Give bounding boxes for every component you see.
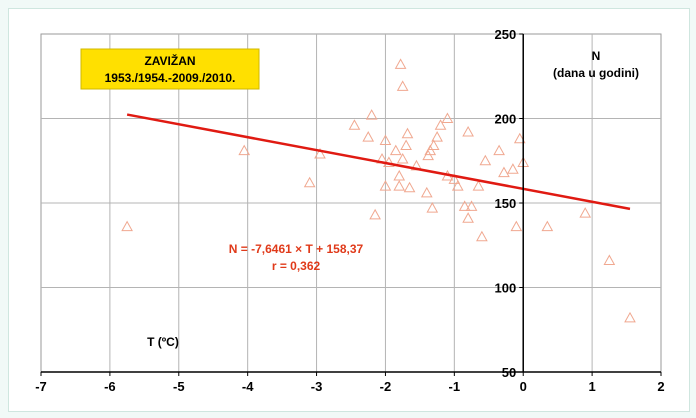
data-point bbox=[379, 180, 392, 191]
data-point bbox=[507, 163, 519, 174]
y-tick-label: 200 bbox=[495, 112, 517, 127]
x-tick-label: -5 bbox=[173, 379, 185, 394]
data-point bbox=[348, 119, 361, 130]
correlation-coefficient: r = 0,362 bbox=[272, 259, 321, 273]
data-point bbox=[303, 176, 316, 188]
x-tick-label: 1 bbox=[588, 379, 595, 394]
data-point bbox=[462, 125, 474, 137]
x-tick-label: -1 bbox=[449, 379, 461, 394]
data-point bbox=[238, 144, 251, 156]
data-point bbox=[458, 200, 471, 211]
data-point bbox=[396, 80, 409, 91]
data-point bbox=[369, 208, 381, 220]
x-axis-label: T (ºC) bbox=[147, 335, 179, 349]
data-point bbox=[396, 153, 409, 164]
x-tick-label: 2 bbox=[657, 379, 664, 394]
data-point bbox=[476, 230, 488, 242]
data-point bbox=[314, 147, 326, 159]
x-tick-label: -3 bbox=[311, 379, 323, 394]
title-line-1: ZAVIŽAN bbox=[144, 53, 195, 68]
x-tick-label: -4 bbox=[242, 379, 254, 394]
data-point bbox=[422, 149, 435, 161]
axes bbox=[40, 33, 662, 376]
data-point bbox=[465, 200, 478, 211]
data-point bbox=[431, 131, 443, 142]
x-tick-label: -7 bbox=[35, 379, 47, 394]
y-tick-label: 50 bbox=[502, 365, 516, 380]
data-point bbox=[434, 119, 447, 130]
data-point bbox=[493, 144, 505, 156]
chart-panel: -7 -6 -5 -4 -3 -2 -1 0 1 2 50 100 150 200 250 ZAVIŽAN … bbox=[8, 8, 690, 412]
data-point bbox=[579, 207, 592, 218]
data-point bbox=[389, 144, 402, 156]
data-point bbox=[426, 202, 439, 213]
data-point bbox=[393, 180, 406, 191]
regression-equation: N = -7,6461 × T + 158,37 bbox=[229, 242, 364, 256]
y-tick-label: 250 bbox=[495, 27, 517, 42]
data-point bbox=[451, 180, 464, 191]
data-point bbox=[365, 109, 378, 120]
data-point bbox=[427, 139, 440, 151]
data-point bbox=[401, 127, 414, 139]
data-point bbox=[513, 132, 526, 144]
data-point bbox=[541, 220, 554, 232]
data-point bbox=[441, 112, 454, 123]
data-point bbox=[624, 311, 636, 323]
data-point bbox=[462, 212, 474, 223]
data-point bbox=[403, 181, 416, 193]
data-point bbox=[472, 180, 485, 191]
x-tick-label: -2 bbox=[380, 379, 392, 394]
regression-line-group bbox=[126, 113, 631, 211]
data-point bbox=[479, 154, 492, 166]
data-point bbox=[448, 173, 461, 184]
data-point bbox=[393, 169, 406, 181]
data-point bbox=[603, 254, 616, 265]
data-point bbox=[400, 139, 412, 151]
data-point bbox=[394, 58, 407, 69]
y-tick-label: 100 bbox=[495, 281, 517, 296]
x-tick-label: 0 bbox=[520, 379, 527, 394]
data-point bbox=[121, 220, 133, 232]
data-point bbox=[510, 220, 523, 232]
data-point bbox=[498, 166, 510, 178]
data-point bbox=[424, 144, 437, 156]
title-box bbox=[80, 48, 260, 90]
data-point bbox=[379, 134, 392, 145]
data-point bbox=[420, 186, 433, 198]
y-axis-label-line-2: (dana u godini) bbox=[553, 66, 639, 80]
data-points bbox=[121, 58, 636, 323]
title-line-2: 1953./1954.-2009./2010. bbox=[105, 71, 236, 85]
regression-line bbox=[126, 113, 631, 211]
data-point bbox=[362, 131, 375, 142]
y-axis-label-line-1: N bbox=[592, 49, 601, 63]
y-tick-label: 150 bbox=[495, 196, 517, 211]
x-tick-label: -6 bbox=[104, 379, 116, 394]
